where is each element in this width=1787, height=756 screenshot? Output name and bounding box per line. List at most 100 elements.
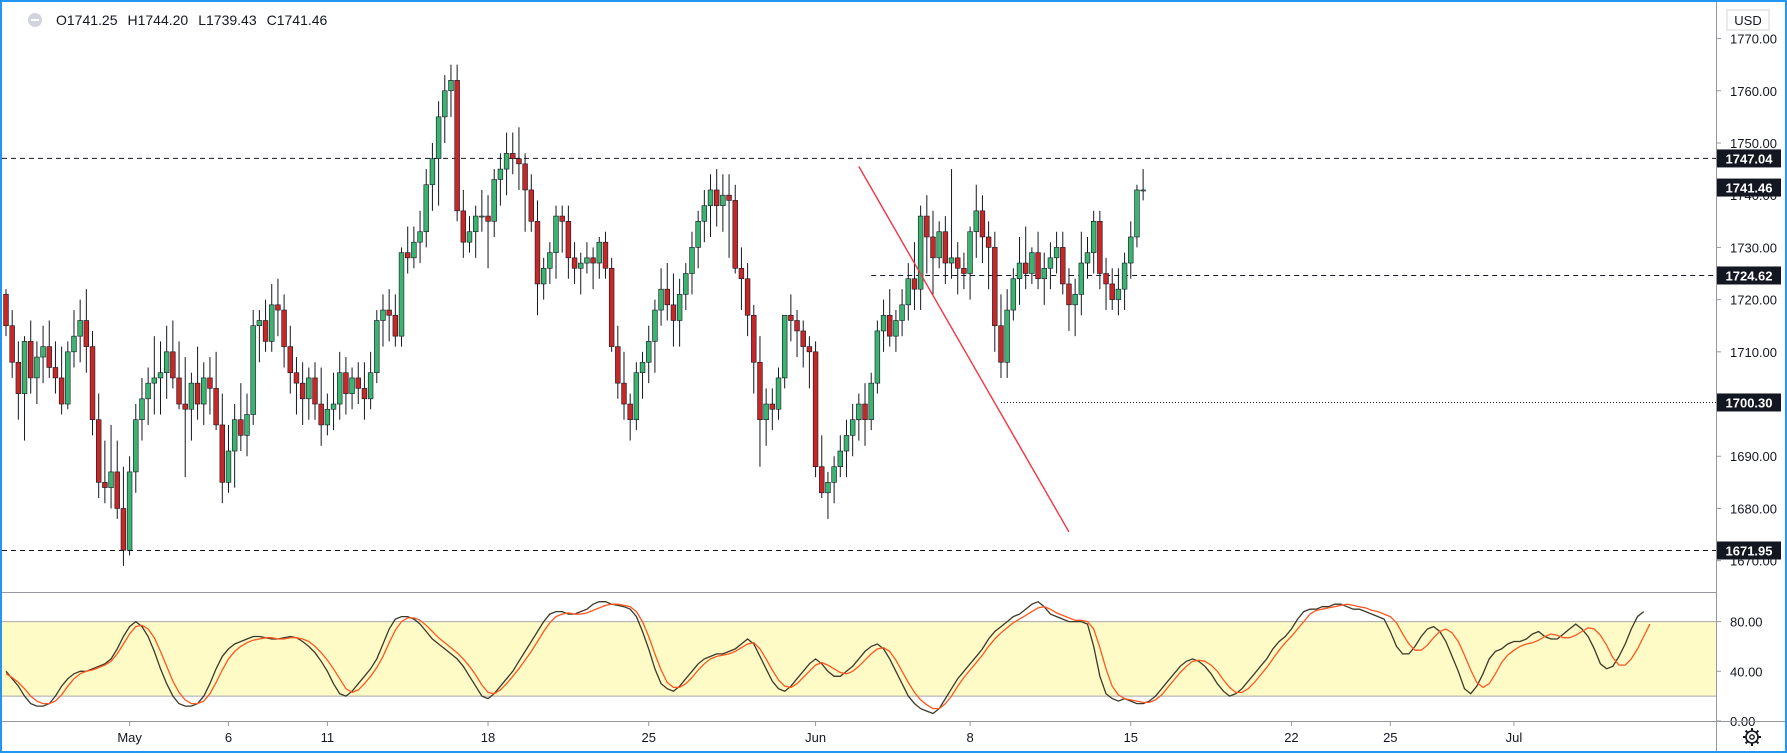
candle [89,330,96,436]
candle [825,471,831,519]
candle-body-down [238,419,244,436]
candle [120,466,127,566]
candle [769,388,776,431]
candle-body-up [1078,262,1085,295]
time-axis[interactable]: May 6 11 18 25 Jun 8 15 22 25 Jul [117,721,1522,745]
candle [58,346,65,415]
candle-body-up [163,351,170,374]
candle-body-up [145,382,151,400]
candle-body-up [547,252,553,269]
candle [225,424,232,493]
candle [837,435,844,478]
candle-body-up [40,346,46,358]
candle-body-down [528,189,535,222]
candle-body-down [299,382,306,400]
candle [553,205,559,279]
oscillator-tick-label: 80.00 [1730,615,1763,630]
candle-body-down [1022,262,1029,274]
candle [955,242,961,295]
candle-body-down [312,377,318,405]
candle [1128,221,1134,279]
candle [1035,231,1041,290]
candle-body-down [565,220,572,259]
candle-body-up [1004,309,1010,363]
candle-body-up [775,377,782,410]
candle [256,310,263,363]
candle [21,336,28,441]
candle-body-down [955,257,961,269]
candle-body-up [658,288,664,311]
candle [967,226,973,300]
candle-body-up [108,471,114,488]
candle [188,372,195,441]
candle-body-down [534,220,541,285]
candle [1010,268,1017,321]
candle [676,278,683,347]
candle-body-up [652,309,658,342]
candle [633,362,640,431]
candle [392,294,399,347]
candle [812,341,819,478]
candle-body-up [139,398,145,420]
candle-body-up [411,241,417,259]
candle-body-down [52,367,59,379]
candle-body-down [559,215,565,222]
candle [1109,268,1115,311]
settings-gear-icon[interactable] [1743,728,1761,746]
candle-body-down [176,377,182,405]
candle-body-up [1047,257,1054,269]
time-tick-label: 6 [225,730,232,745]
price-tick-label: 1710.00 [1730,345,1777,360]
price-tick-label: 1680.00 [1730,501,1777,516]
price-axis[interactable]: 1670.001680.001690.001700.001710.001720.… [1716,9,1781,729]
collapse-legend-icon[interactable] [24,11,46,29]
candle [176,341,182,410]
candle [194,346,201,420]
candle [429,142,436,211]
candle-body-down [102,482,108,488]
candle-body-down [89,346,96,420]
candle [343,357,349,415]
candle [887,289,893,347]
candle [559,205,565,253]
candle-body-up [188,382,195,410]
candle [1029,247,1035,284]
candle-body-up [324,408,331,426]
candle [404,226,411,274]
time-tick-label: Jul [1506,730,1523,745]
candle-body-up [917,215,924,290]
candle [108,424,114,509]
candle-body-up [868,382,874,420]
candle-body-up [417,231,423,243]
candle [479,189,485,232]
candle-body-up [695,220,701,248]
candle-body-up [398,252,405,337]
candle [1140,169,1146,201]
candle [207,357,213,415]
candle [806,336,813,389]
price-pane [2,64,1716,566]
candle-body-down [219,424,225,483]
time-tick-label: 22 [1284,730,1298,745]
candle [491,169,497,237]
candle [584,242,590,274]
candle [726,174,732,258]
candle-body-up [633,372,640,420]
candle [565,205,572,279]
candle-body-up [763,403,769,420]
level-label: 1671.95 [1726,543,1773,558]
candle [992,231,998,352]
candle [775,367,782,420]
candle-body-down [788,314,794,321]
candle [361,362,368,420]
candle [442,75,448,143]
level-label: 1747.04 [1726,151,1774,166]
candle-body-up [374,320,380,374]
candle [1004,289,1010,378]
level-label-box [1717,393,1781,412]
candle [435,101,442,206]
candle [1097,210,1103,290]
candle [312,362,318,420]
